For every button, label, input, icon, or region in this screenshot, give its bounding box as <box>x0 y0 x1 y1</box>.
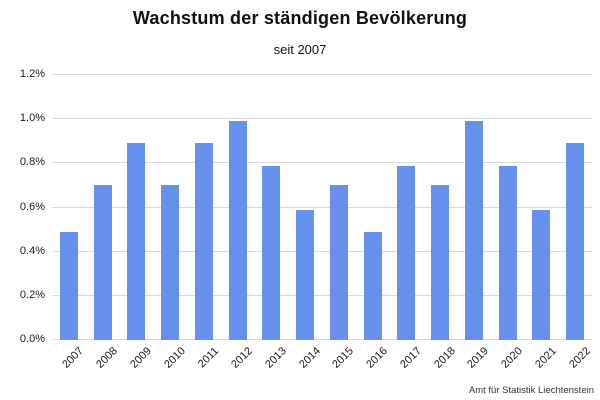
y-tick-label: 0.8% <box>19 156 45 169</box>
x-tick-label: 2022 <box>566 345 593 371</box>
bar <box>228 121 247 340</box>
x-tick-label: 2017 <box>398 345 424 371</box>
bar-cell: 2022 <box>558 75 593 371</box>
bar-cell: 2009 <box>120 75 154 371</box>
y-tick-label: 1.2% <box>19 68 45 80</box>
bar-cell: 2007 <box>52 75 86 371</box>
bar <box>194 143 213 340</box>
bar <box>464 121 483 340</box>
x-tick-label: 2021 <box>533 345 559 371</box>
x-tick-label: 2011 <box>196 345 222 371</box>
bar <box>329 185 348 340</box>
bar <box>262 165 281 340</box>
plot-area: 0.0% 0.2% 0.4% 0.6% 0.8% 1.0% 1.2% 2007 2008 200… <box>20 68 593 371</box>
source-credit: Amt für Statistik Liechtenstein <box>468 385 594 396</box>
x-tick-label: 2007 <box>60 345 87 371</box>
x-tick-label: 2015 <box>330 345 357 371</box>
gridline: 0.8% <box>20 156 592 168</box>
bar-cell: 2018 <box>423 75 458 371</box>
bar-cell: 2014 <box>288 75 323 371</box>
bar <box>431 185 450 340</box>
gridline: 0.0% <box>20 333 592 345</box>
x-tick-label: 2016 <box>364 345 391 371</box>
chart-subtitle: seit 2007 <box>273 42 327 57</box>
gridline: 0.4% <box>20 245 592 257</box>
x-tick-label: 2010 <box>161 345 188 371</box>
bar-cell: 2011 <box>187 75 221 370</box>
x-tick-label: 2020 <box>499 345 526 371</box>
bar-cell: 2021 <box>525 75 559 371</box>
bar-series: 2007 2008 2009 2010 2011 2012 2013 2014 2015 2016… <box>52 75 593 371</box>
bar-cell: 2010 <box>153 75 188 371</box>
bar-cell: 2013 <box>255 75 289 371</box>
y-tick-label: 0.6% <box>19 200 45 213</box>
bar <box>161 185 180 340</box>
chart-title: Wachstum der ständigen Bevölkerung <box>132 8 468 28</box>
gridline: 0.2% <box>20 289 592 301</box>
y-tick-label: 0.0% <box>19 333 45 345</box>
bar <box>566 143 585 340</box>
bar-cell: 2008 <box>86 75 120 371</box>
bar-cell: 2020 <box>491 75 525 371</box>
bar <box>532 209 551 340</box>
gridline: 0.6% <box>20 201 592 213</box>
x-tick-label: 2012 <box>229 345 256 371</box>
x-tick-label: 2013 <box>263 345 289 371</box>
bar-cell: 2017 <box>390 75 424 371</box>
x-tick-label: 2008 <box>94 345 121 371</box>
bar <box>59 231 78 340</box>
y-tick-label: 1.0% <box>19 112 45 125</box>
bar <box>498 165 517 340</box>
bar <box>296 209 315 340</box>
bar <box>93 185 112 340</box>
y-tick-label: 0.4% <box>19 244 45 257</box>
y-tick-label: 0.2% <box>19 288 45 301</box>
bar-cell: 2015 <box>322 75 356 371</box>
x-tick-label: 2009 <box>128 345 154 371</box>
bar <box>397 165 416 340</box>
gridline: 1.2% <box>20 68 592 80</box>
gridline: 1.0% <box>20 112 592 124</box>
x-tick-label: 2019 <box>465 345 492 371</box>
bar-cell: 2016 <box>356 75 390 371</box>
bar-cell: 2019 <box>457 75 491 371</box>
bar-cell: 2012 <box>221 75 255 371</box>
x-tick-label: 2018 <box>431 345 458 371</box>
bar <box>363 231 382 340</box>
x-tick-label: 2014 <box>296 345 323 371</box>
bar <box>127 143 146 340</box>
